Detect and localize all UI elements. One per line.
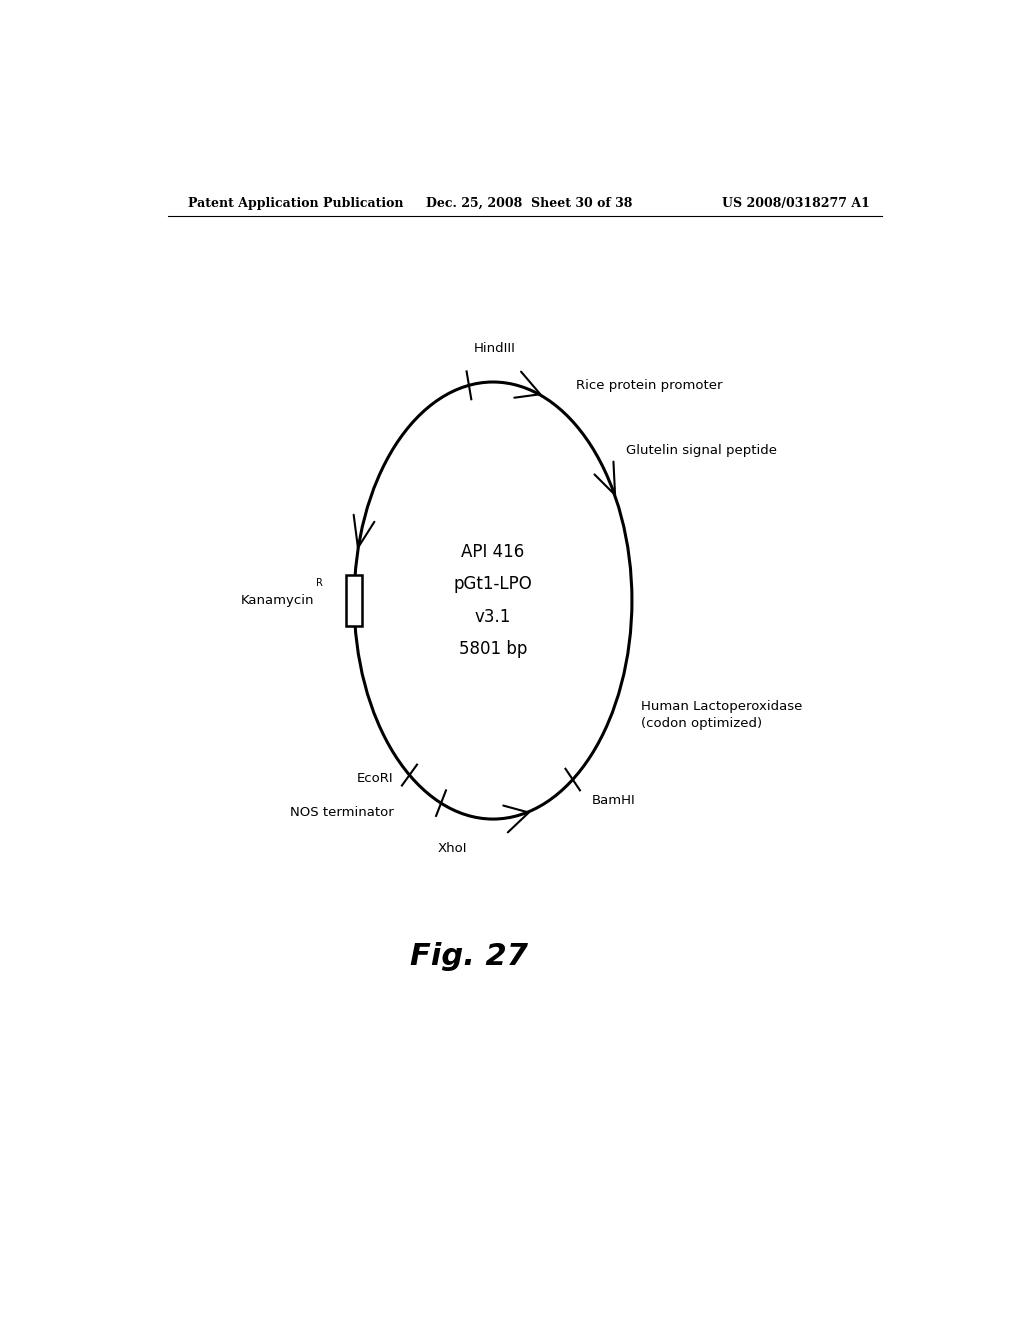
Text: API 416: API 416: [462, 543, 524, 561]
Text: Glutelin signal peptide: Glutelin signal peptide: [626, 444, 777, 457]
Text: pGt1-LPO: pGt1-LPO: [454, 576, 532, 593]
Text: R: R: [316, 578, 323, 589]
Text: Rice protein promoter: Rice protein promoter: [575, 379, 722, 392]
Text: BamHI: BamHI: [592, 793, 636, 807]
Text: NOS terminator: NOS terminator: [290, 805, 393, 818]
Text: XhoI: XhoI: [437, 842, 467, 855]
Text: 5801 bp: 5801 bp: [459, 640, 527, 659]
Text: HindIII: HindIII: [473, 342, 515, 355]
Text: Dec. 25, 2008  Sheet 30 of 38: Dec. 25, 2008 Sheet 30 of 38: [426, 197, 632, 210]
Text: Fig. 27: Fig. 27: [411, 941, 528, 970]
Text: EcoRI: EcoRI: [357, 772, 393, 785]
Text: v3.1: v3.1: [475, 607, 511, 626]
Polygon shape: [346, 576, 362, 626]
Text: Kanamycin: Kanamycin: [241, 594, 314, 607]
Text: US 2008/0318277 A1: US 2008/0318277 A1: [722, 197, 870, 210]
Text: Patent Application Publication: Patent Application Publication: [187, 197, 403, 210]
Text: Human Lactoperoxidase
(codon optimized): Human Lactoperoxidase (codon optimized): [641, 700, 803, 730]
